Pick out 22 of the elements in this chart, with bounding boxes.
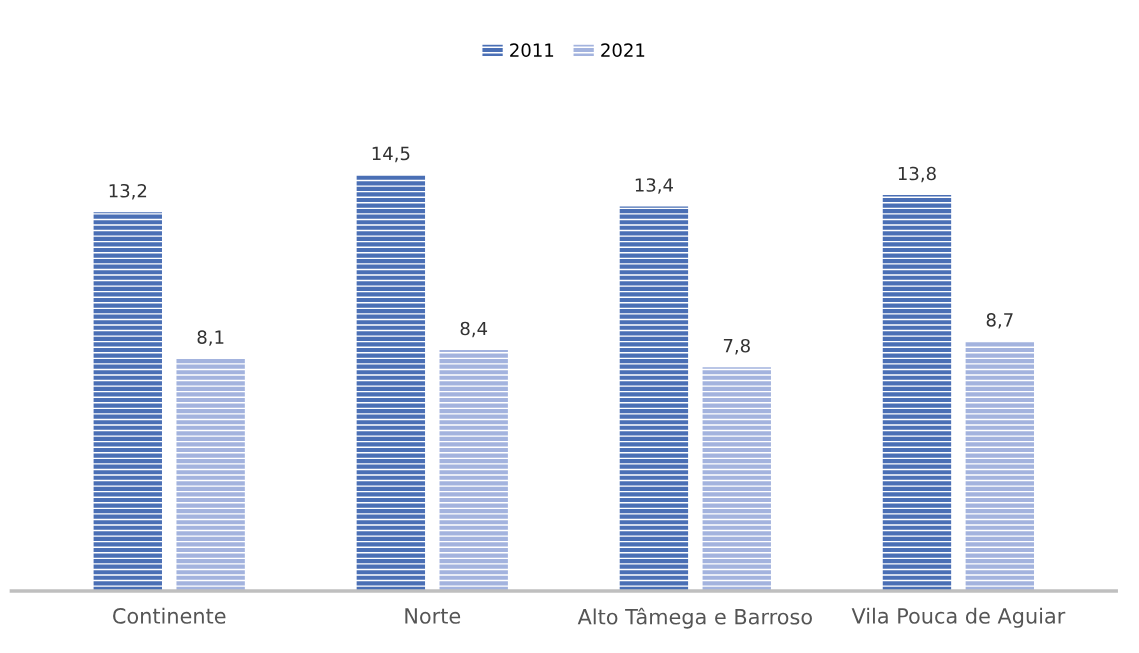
bar [882, 194, 952, 591]
bar [619, 206, 689, 591]
data-label: 8,1 [197, 330, 224, 346]
data-label: 13,2 [109, 183, 147, 200]
legend-label: 2021 [601, 43, 645, 57]
bar [965, 341, 1035, 591]
bar [176, 358, 245, 591]
x-tick-label: Alto Tâmega e Barroso [577, 607, 812, 629]
legend-label: 2011 [510, 43, 554, 57]
x-tick-label: Continente [113, 607, 226, 624]
x-tick-label: Norte [405, 608, 461, 624]
data-label: 7,8 [723, 338, 750, 355]
x-tick-label: Vila Pouca de Aguiar [851, 607, 1066, 628]
data-label: 14,5 [372, 146, 410, 163]
data-label: 13,4 [635, 178, 673, 194]
bar [356, 174, 426, 591]
data-label: 8,4 [460, 321, 488, 338]
bar [439, 349, 508, 591]
bar [702, 367, 771, 591]
bar [93, 212, 162, 591]
data-label: 13,8 [898, 166, 936, 183]
data-label: 8,7 [986, 313, 1013, 329]
